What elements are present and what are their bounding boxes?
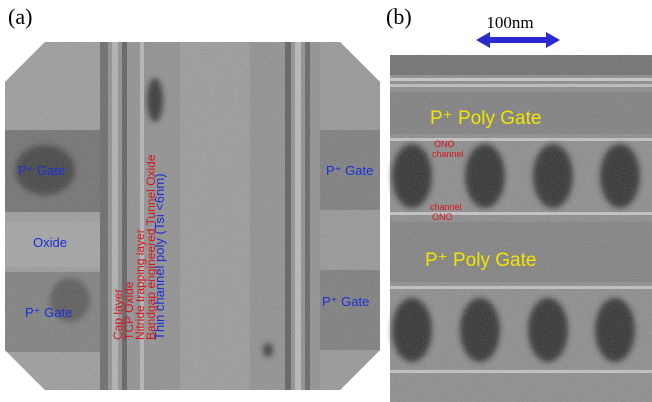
scale-bar bbox=[476, 32, 560, 48]
panel-label: (a) bbox=[8, 4, 32, 29]
annotation: ONO bbox=[432, 212, 453, 222]
panel-label: (b) bbox=[386, 4, 412, 29]
figure: (a) P⁺ Gate Oxide P⁺ Gate P⁺ Gate P⁺ Gat… bbox=[0, 0, 652, 402]
annotation: P⁺ Gate bbox=[322, 294, 369, 309]
annotation: P⁺ Gate bbox=[25, 305, 72, 320]
annotation: P⁺ Poly Gate bbox=[425, 250, 536, 271]
annotation: P⁺ Poly Gate bbox=[430, 108, 541, 129]
micrograph-a bbox=[5, 42, 380, 390]
annotation: channel bbox=[432, 149, 464, 159]
annotation: P⁺ Gate bbox=[326, 163, 373, 178]
scale-bar-label: 100nm bbox=[486, 13, 533, 32]
annotation: P⁺ Gate bbox=[18, 163, 65, 178]
annotation: Oxide bbox=[33, 235, 67, 250]
annotation: ONO bbox=[434, 139, 455, 149]
annotation: channel bbox=[430, 202, 462, 212]
annotation: Thin channel poly (Tsi <6nm) bbox=[152, 173, 167, 340]
